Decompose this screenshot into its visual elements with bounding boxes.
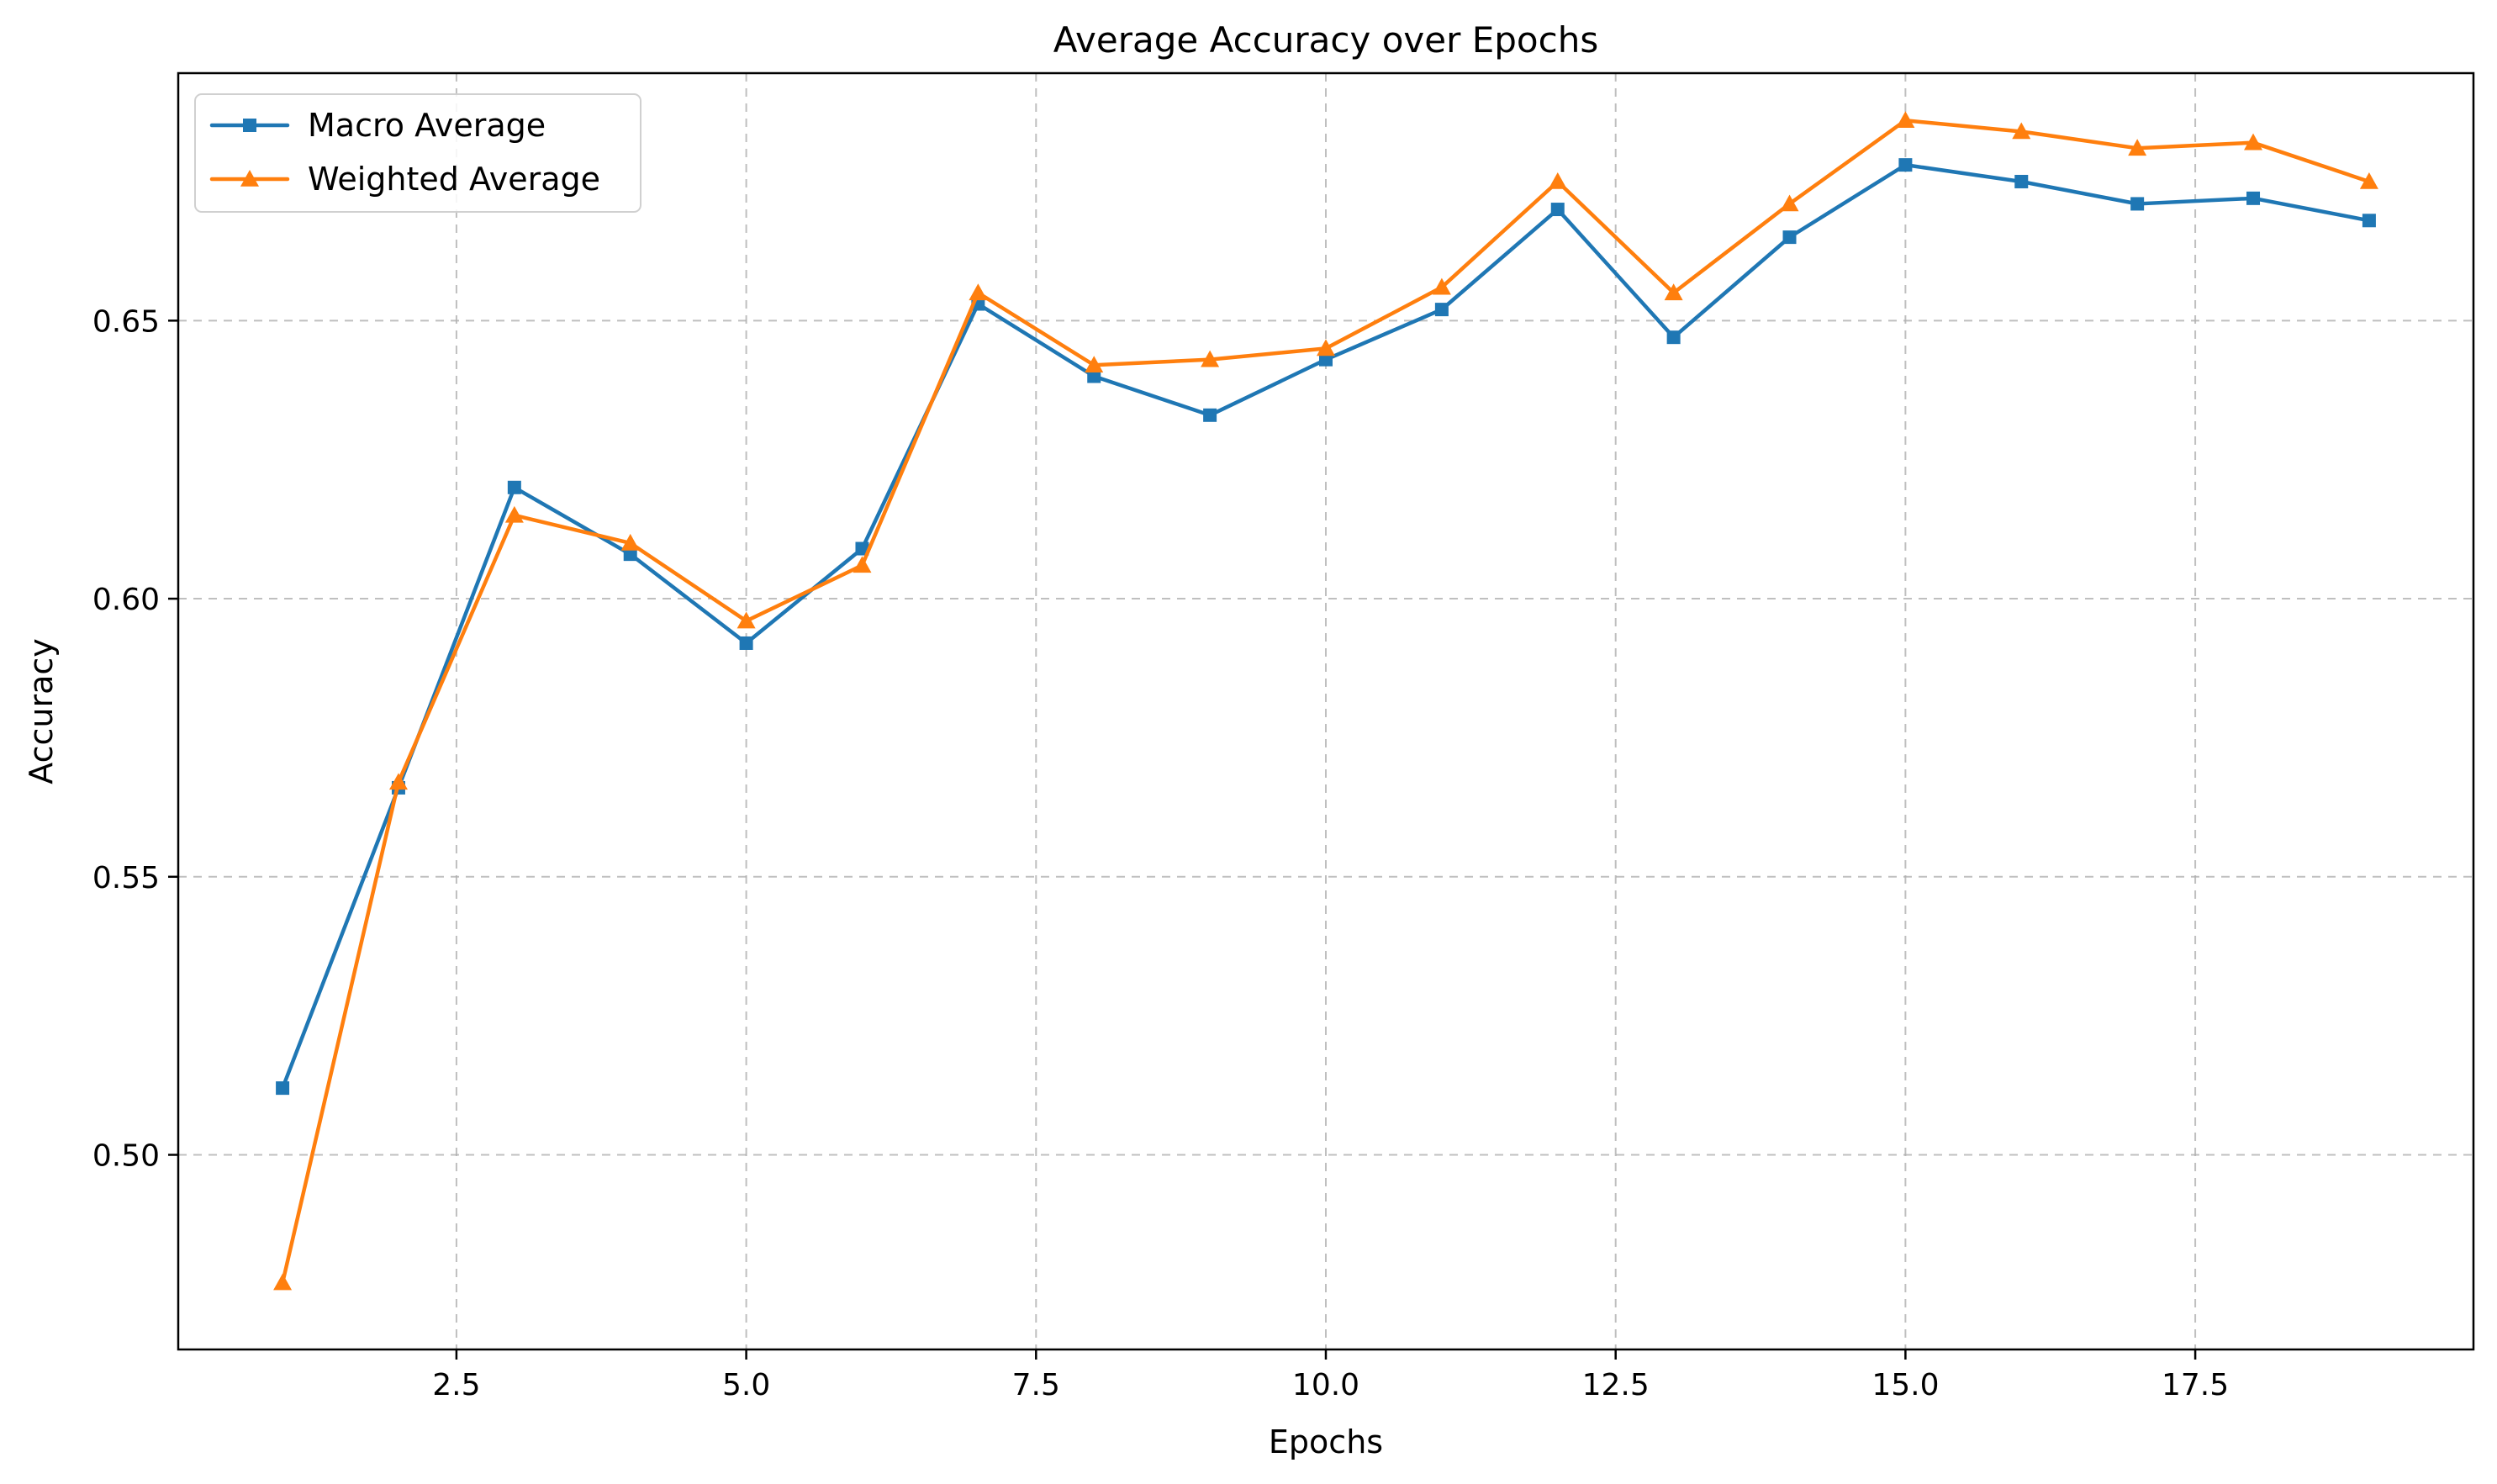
data-point-weighted-average-9 <box>1201 350 1220 367</box>
data-point-macro-average-19 <box>2362 214 2376 228</box>
y-tick-label: 0.65 <box>92 304 160 339</box>
legend-marker-square-icon <box>243 119 256 132</box>
data-point-weighted-average-4 <box>620 533 640 551</box>
data-point-weighted-average-16 <box>2012 122 2031 140</box>
data-point-weighted-average-7 <box>969 283 988 301</box>
data-point-macro-average-10 <box>1319 352 1333 367</box>
chart-title: Average Accuracy over Epochs <box>1053 19 1598 61</box>
data-point-macro-average-3 <box>507 480 521 494</box>
x-tick-label: 15.0 <box>1871 1368 1939 1402</box>
y-tick-label: 0.50 <box>92 1138 160 1173</box>
data-point-macro-average-8 <box>1087 369 1101 383</box>
y-axis-ticks: 0.50 0.55 0.60 0.65 <box>92 304 178 1173</box>
x-tick-label: 10.0 <box>1292 1368 1359 1402</box>
series-group <box>273 111 2378 1291</box>
data-point-weighted-average-15 <box>1896 111 1915 129</box>
data-point-macro-average-5 <box>739 636 753 650</box>
legend-marker-triangle-icon <box>240 170 259 187</box>
data-point-macro-average-11 <box>1434 303 1449 317</box>
y-axis-label: Accuracy <box>23 638 60 784</box>
data-point-macro-average-16 <box>2014 174 2029 188</box>
data-point-macro-average-15 <box>1898 158 1913 172</box>
x-tick-label: 7.5 <box>1012 1368 1060 1402</box>
x-tick-label: 2.5 <box>432 1368 480 1402</box>
data-point-macro-average-14 <box>1782 230 1797 245</box>
legend: Macro Average Weighted Average <box>194 93 641 213</box>
x-tick-label: 5.0 <box>722 1368 770 1402</box>
data-point-weighted-average-2 <box>388 773 408 790</box>
data-point-weighted-average-10 <box>1317 339 1335 356</box>
legend-label-macro-average: Macro Average <box>308 107 546 144</box>
data-point-macro-average-9 <box>1203 408 1217 422</box>
data-point-macro-average-6 <box>855 541 869 556</box>
data-point-weighted-average-19 <box>2359 172 2378 189</box>
data-point-weighted-average-6 <box>853 556 872 573</box>
data-point-macro-average-12 <box>1550 203 1565 217</box>
x-tick-label: 12.5 <box>1582 1368 1650 1402</box>
data-point-macro-average-4 <box>623 547 637 562</box>
series-weighted-average <box>273 111 2378 1291</box>
data-point-weighted-average-5 <box>736 611 756 629</box>
y-tick-label: 0.55 <box>92 861 160 895</box>
x-axis-ticks: 2.5 5.0 7.5 10.0 12.5 15.0 17.5 <box>432 1349 2229 1402</box>
data-point-macro-average-17 <box>2130 197 2145 211</box>
data-point-weighted-average-12 <box>1548 172 1567 189</box>
data-point-weighted-average-17 <box>2128 139 2147 156</box>
data-point-weighted-average-11 <box>1432 277 1451 295</box>
grid <box>178 73 2473 1349</box>
data-point-macro-average-1 <box>276 1081 290 1096</box>
data-point-weighted-average-3 <box>504 505 524 523</box>
data-point-weighted-average-1 <box>273 1273 293 1291</box>
data-point-weighted-average-18 <box>2244 133 2263 151</box>
data-point-weighted-average-14 <box>1780 194 1799 212</box>
legend-label-weighted-average: Weighted Average <box>308 161 600 198</box>
data-point-macro-average-18 <box>2246 191 2261 205</box>
data-point-weighted-average-8 <box>1085 356 1104 373</box>
x-axis-label: Epochs <box>1269 1423 1383 1460</box>
data-point-macro-average-13 <box>1666 330 1681 345</box>
y-tick-label: 0.60 <box>92 583 160 617</box>
data-point-weighted-average-13 <box>1664 283 1683 301</box>
legend-box <box>194 93 641 213</box>
x-tick-label: 17.5 <box>2162 1368 2229 1402</box>
